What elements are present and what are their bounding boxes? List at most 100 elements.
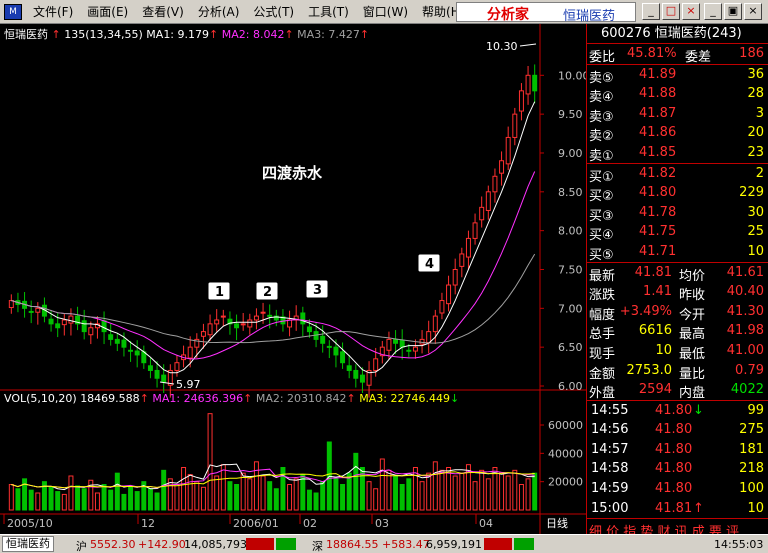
marker-box bbox=[417, 253, 441, 273]
candle-body bbox=[326, 345, 332, 348]
marker-label: 3 bbox=[313, 283, 322, 298]
restore-icon[interactable]: □ bbox=[662, 3, 680, 20]
volume-bar bbox=[446, 467, 452, 511]
stat-row: 涨跌 1.41 昨收 40.40 bbox=[587, 282, 768, 303]
volume-bar bbox=[41, 481, 47, 511]
stat-row: 最新 41.81 均价 41.61 bbox=[587, 263, 768, 284]
price-tick-label: 8.50 bbox=[558, 186, 583, 199]
candle-body bbox=[518, 90, 524, 112]
menu-screen[interactable]: 画面(E) bbox=[87, 5, 129, 19]
volume-bar bbox=[181, 467, 187, 511]
tick-time: 15:00 bbox=[591, 500, 629, 516]
candle-body bbox=[412, 346, 418, 352]
high-label: 10.30 bbox=[486, 40, 518, 53]
candle-body bbox=[353, 369, 359, 379]
candle-body bbox=[154, 369, 160, 379]
menu-tools[interactable]: 工具(T) bbox=[308, 5, 349, 19]
minimize-app-button[interactable]: _ bbox=[704, 3, 722, 20]
buy-label: 买⑤ bbox=[589, 247, 614, 263]
volume-bar bbox=[492, 467, 498, 511]
candle-body bbox=[81, 320, 87, 333]
volume-bar bbox=[75, 485, 81, 511]
price-legend: 恒瑞医药 ↑ 135(13,34,55) MA1: 9.179↑ MA2: 8.… bbox=[4, 28, 370, 41]
candle-body bbox=[499, 160, 505, 174]
tick-row: 14:58 41.80 218 bbox=[587, 459, 768, 479]
volume-bar bbox=[412, 467, 418, 511]
candle-body bbox=[174, 362, 180, 371]
candle-body bbox=[114, 338, 120, 344]
volume-bar bbox=[340, 484, 346, 511]
vol-value: 18469.588 bbox=[80, 392, 140, 405]
candle-body bbox=[200, 331, 206, 337]
kline-chart[interactable]: 10.00 9.50 9.00 8.50 8.00 7.50 7.00 6.50 6.00 600… bbox=[0, 24, 586, 534]
stat-label: 现手 bbox=[589, 346, 616, 362]
restore-app-button[interactable]: ▣ bbox=[724, 3, 742, 20]
candle-body bbox=[247, 319, 253, 328]
menu-bar: M 文件(F) 画面(E) 查看(V) 分析(A) 公式(T) 工具(T) 窗口… bbox=[0, 0, 768, 24]
volume-bar bbox=[94, 492, 100, 511]
sell-volume: 3 bbox=[755, 105, 764, 121]
buy-row: 买② 41.80 229 bbox=[587, 183, 768, 204]
volume-bar bbox=[280, 467, 286, 511]
candle-body bbox=[167, 369, 173, 386]
stat-value: 1.41 bbox=[643, 284, 672, 300]
stock-tab[interactable]: 恒瑞医药 bbox=[2, 536, 54, 552]
sell-price: 41.87 bbox=[639, 105, 677, 121]
close-app-button[interactable]: × bbox=[744, 3, 762, 20]
date-tick-label: 03 bbox=[375, 517, 389, 530]
candle-body bbox=[280, 316, 286, 325]
close-icon[interactable]: × bbox=[682, 3, 700, 20]
sell-volume: 23 bbox=[747, 144, 764, 160]
volume-bar bbox=[379, 458, 385, 511]
volume-bar bbox=[439, 469, 445, 511]
candle-body bbox=[393, 338, 399, 344]
vol-legend: VOL(5,10,20) 18469.588↑ MA1: 24636.396↑ … bbox=[4, 392, 460, 405]
menu-file[interactable]: 文件(F) bbox=[33, 5, 74, 19]
buy-price: 41.82 bbox=[639, 165, 677, 181]
chart-icon[interactable]: M bbox=[4, 4, 22, 20]
volume-bar bbox=[313, 492, 319, 511]
sell-row: 卖④ 41.88 28 bbox=[587, 84, 768, 105]
candle-body bbox=[187, 346, 193, 359]
stat-row: 金额 2753.0 量比 0.79 bbox=[587, 361, 768, 382]
vol-ma1-line bbox=[11, 463, 535, 491]
menu-help[interactable]: 帮助(H) bbox=[422, 5, 465, 19]
vol-title: VOL(5,10,20) bbox=[4, 392, 77, 405]
legend-period: 135(13,34,55) bbox=[64, 28, 143, 41]
candle-body bbox=[472, 222, 478, 239]
tick-price: 41.80 bbox=[655, 402, 693, 418]
tick-price: 41.80 bbox=[655, 422, 693, 438]
buy-price: 41.80 bbox=[639, 185, 677, 201]
ma2-line bbox=[11, 171, 536, 360]
marker-box bbox=[305, 279, 329, 299]
sell-label: 卖③ bbox=[589, 109, 614, 125]
volume-bar bbox=[260, 475, 266, 511]
sh-bar-green bbox=[276, 538, 296, 550]
menu-window[interactable]: 窗口(W) bbox=[362, 5, 409, 19]
legend-ma1: MA1: 9.179 bbox=[146, 28, 210, 41]
sell-price: 41.86 bbox=[639, 125, 677, 141]
candle-body bbox=[273, 315, 279, 321]
stat-row: 现手 10 最低 41.00 bbox=[587, 341, 768, 362]
volume-bar bbox=[273, 488, 279, 511]
chart-canvas[interactable]: 10.00 9.50 9.00 8.50 8.00 7.50 7.00 6.50 6.00 600… bbox=[0, 24, 586, 534]
menu-formula[interactable]: 公式(T) bbox=[253, 5, 295, 19]
volume-bar bbox=[214, 475, 220, 511]
minimize-button[interactable]: _ bbox=[642, 3, 660, 20]
menu-view[interactable]: 查看(V) bbox=[142, 5, 184, 19]
status-time: 14:55:03 bbox=[714, 538, 764, 551]
tick-time: 14:59 bbox=[591, 481, 629, 497]
menu-analysis[interactable]: 分析(A) bbox=[197, 5, 240, 19]
volume-bar bbox=[167, 478, 173, 511]
stat-value-2: 40.40 bbox=[726, 284, 764, 300]
menu-list: 文件(F) 画面(E) 查看(V) 分析(A) 公式(T) 工具(T) 窗口(W… bbox=[26, 0, 471, 24]
sz-label: 深 bbox=[312, 540, 323, 553]
price-tick-label: 7.00 bbox=[558, 302, 583, 315]
stat-value-2: 41.30 bbox=[726, 303, 764, 319]
candle-body bbox=[452, 268, 458, 286]
volume-bar bbox=[452, 475, 458, 511]
volume-bar bbox=[293, 478, 299, 511]
buy-row: 买③ 41.78 30 bbox=[587, 203, 768, 224]
volume-bar bbox=[128, 486, 134, 511]
vol-ma3-line bbox=[11, 471, 535, 489]
